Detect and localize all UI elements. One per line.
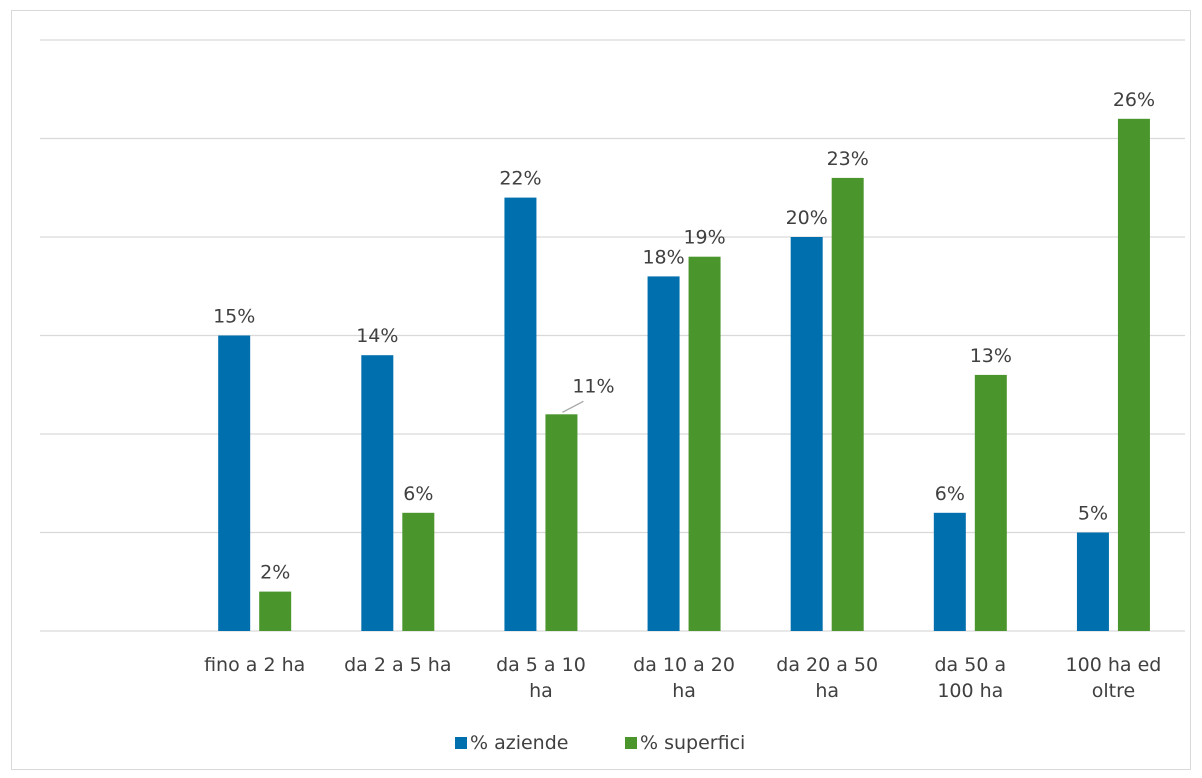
data-label: 26% bbox=[1113, 89, 1155, 111]
data-label: 2% bbox=[260, 562, 290, 584]
bar-aziende bbox=[1076, 532, 1109, 631]
bar-superfici bbox=[402, 512, 435, 631]
data-label: 5% bbox=[1078, 503, 1108, 525]
x-tick-label: da 10 a 20 bbox=[633, 654, 735, 676]
data-label: 6% bbox=[935, 483, 965, 505]
x-tick-label: da 50 a bbox=[935, 654, 1007, 676]
gridlines bbox=[40, 39, 1185, 632]
data-label: 19% bbox=[683, 227, 725, 249]
bar-aziende bbox=[647, 276, 680, 631]
legend: % aziende % superfici bbox=[455, 732, 745, 754]
data-label: 15% bbox=[213, 306, 255, 328]
bar-aziende bbox=[504, 197, 537, 631]
bar-superfici bbox=[259, 591, 292, 631]
data-label: 18% bbox=[642, 246, 684, 268]
x-tick-label: 100 ha bbox=[937, 680, 1003, 702]
bar-aziende bbox=[218, 335, 251, 631]
x-tick-label: da 20 a 50 bbox=[776, 654, 878, 676]
bar-superfici bbox=[831, 177, 864, 631]
data-labels: 15% 2% 14% 6% 22% 11% 18%19% 20% 23% 6% 13% 5% 26% bbox=[213, 89, 1155, 584]
bar-superfici bbox=[974, 374, 1007, 631]
bar-superfici bbox=[1117, 118, 1150, 632]
x-tick-label: ha bbox=[529, 680, 553, 702]
data-label: 6% bbox=[403, 483, 433, 505]
legend-item-aziende: % aziende bbox=[470, 732, 568, 754]
x-tick-label: ha bbox=[672, 680, 696, 702]
data-label: 11% bbox=[572, 375, 614, 397]
x-tick-label: ha bbox=[815, 680, 839, 702]
bar-aziende bbox=[790, 237, 823, 631]
legend-item-superfici: % superfici bbox=[640, 732, 745, 754]
data-label: 20% bbox=[786, 207, 828, 229]
data-label: 13% bbox=[970, 345, 1012, 367]
data-label: 23% bbox=[827, 148, 869, 170]
x-tick-label: 100 ha ed bbox=[1066, 654, 1162, 676]
legend-swatch bbox=[455, 737, 467, 749]
bar-aziende bbox=[361, 355, 394, 631]
bar-superfici bbox=[545, 414, 578, 631]
bar-superfici bbox=[688, 256, 721, 631]
x-tick-label: da 5 a 10 bbox=[496, 654, 586, 676]
legend-swatch bbox=[625, 737, 637, 749]
leader-line bbox=[562, 400, 584, 413]
x-tick-label: oltre bbox=[1092, 680, 1135, 702]
x-tick-label: fino a 2 ha bbox=[204, 654, 305, 676]
x-tick-labels: fino a 2 ha da 2 a 5 ha da 5 a 10 ha da 10 a… bbox=[204, 654, 1161, 702]
bars bbox=[218, 118, 1150, 632]
data-label: 22% bbox=[499, 168, 541, 190]
bar-aziende bbox=[933, 512, 966, 631]
data-label: 14% bbox=[356, 325, 398, 347]
x-tick-label: da 2 a 5 ha bbox=[344, 654, 451, 676]
